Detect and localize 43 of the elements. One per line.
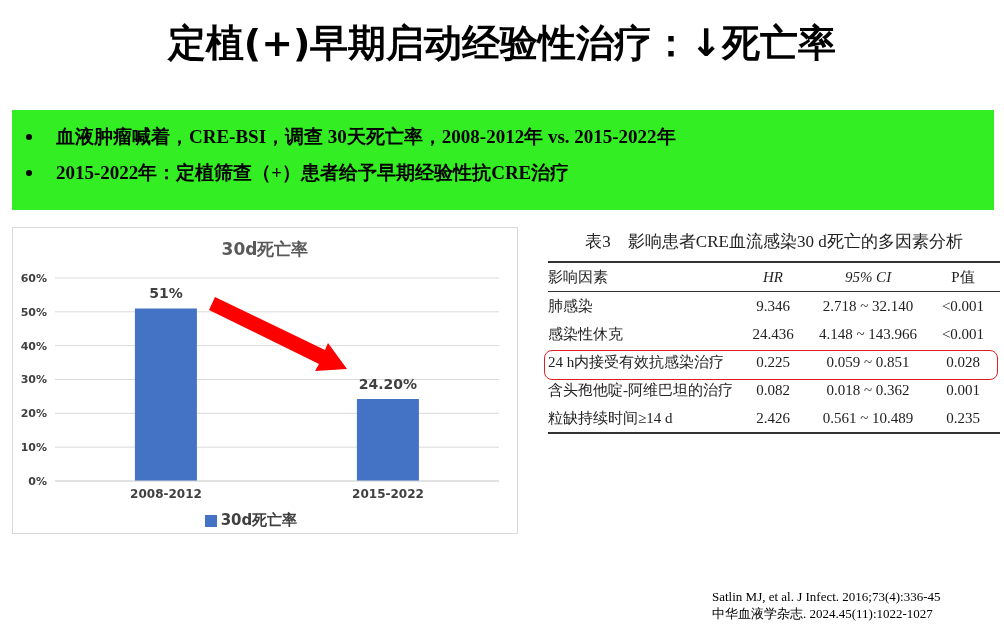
chart-title: 30d死亡率 — [220, 238, 310, 261]
text: 表3 影响患者CRE血流感染30 d死亡的多因素分析 — [584, 231, 964, 253]
text: 血液肿瘤喊着，CRE-BSI，调查 30天死亡率，2008-2012年 vs. 2015-2022年 — [56, 125, 676, 149]
y-tick-label: 40% — [20, 339, 47, 353]
text: 0.059 ~ 0.851 — [825, 353, 911, 371]
text: 影响因素 — [548, 267, 609, 287]
text: 0.028 — [945, 353, 981, 371]
text: 中华血液学杂志. 2024.45(11):1022-1027 — [712, 605, 934, 622]
text: 2.426 — [755, 409, 791, 427]
text: 0.225 — [755, 353, 791, 371]
text: P值 — [950, 267, 976, 287]
y-tick-label: 50% — [20, 305, 47, 319]
x-tick-label: 2008-2012 — [130, 486, 202, 501]
text: 0.082 — [755, 381, 791, 399]
text: 感染性休克 — [548, 324, 624, 344]
text: Satlin MJ, et al. J Infect. 2016;73(4):336-45 — [712, 588, 941, 605]
y-tick-label: 60% — [20, 271, 47, 285]
data-label: 24.20% — [358, 376, 418, 393]
text: 0.235 — [945, 409, 981, 427]
text: 2.718 ~ 32.140 — [821, 297, 915, 315]
y-tick-label: 30% — [20, 373, 47, 387]
text: 定植(+)早期启动经验性治疗：↓死亡率 — [166, 20, 838, 67]
text: 含头孢他啶-阿维巴坦的治疗 — [548, 380, 734, 400]
y-tick-label: 10% — [20, 441, 47, 455]
text: 0.018 ~ 0.362 — [825, 381, 911, 399]
text: 0.561 ~ 10.489 — [821, 409, 915, 427]
text: HR — [762, 268, 784, 286]
text: 24 h内接受有效抗感染治疗 — [548, 352, 726, 372]
text: 9.346 — [755, 297, 791, 315]
x-tick-label: 2015-2022 — [352, 486, 424, 501]
data-label: 51% — [149, 285, 183, 302]
text: 2015-2022年：定植筛查（+）患者给予早期经验性抗CRE治疗 — [56, 161, 570, 185]
y-tick-label: 20% — [20, 407, 47, 421]
text: 0.001 — [945, 381, 981, 399]
text: 24.436 — [751, 325, 795, 343]
text: <0.001 — [940, 325, 986, 343]
text: <0.001 — [940, 297, 986, 315]
y-tick-label: 0% — [28, 474, 47, 488]
text: 粒缺持续时间≥14 d — [548, 408, 674, 428]
text: 95% CI — [843, 268, 893, 286]
text: 4.148 ~ 143.966 — [817, 325, 919, 343]
text: 肺感染 — [548, 296, 594, 316]
legend-label: 30d死亡率 — [220, 511, 298, 529]
